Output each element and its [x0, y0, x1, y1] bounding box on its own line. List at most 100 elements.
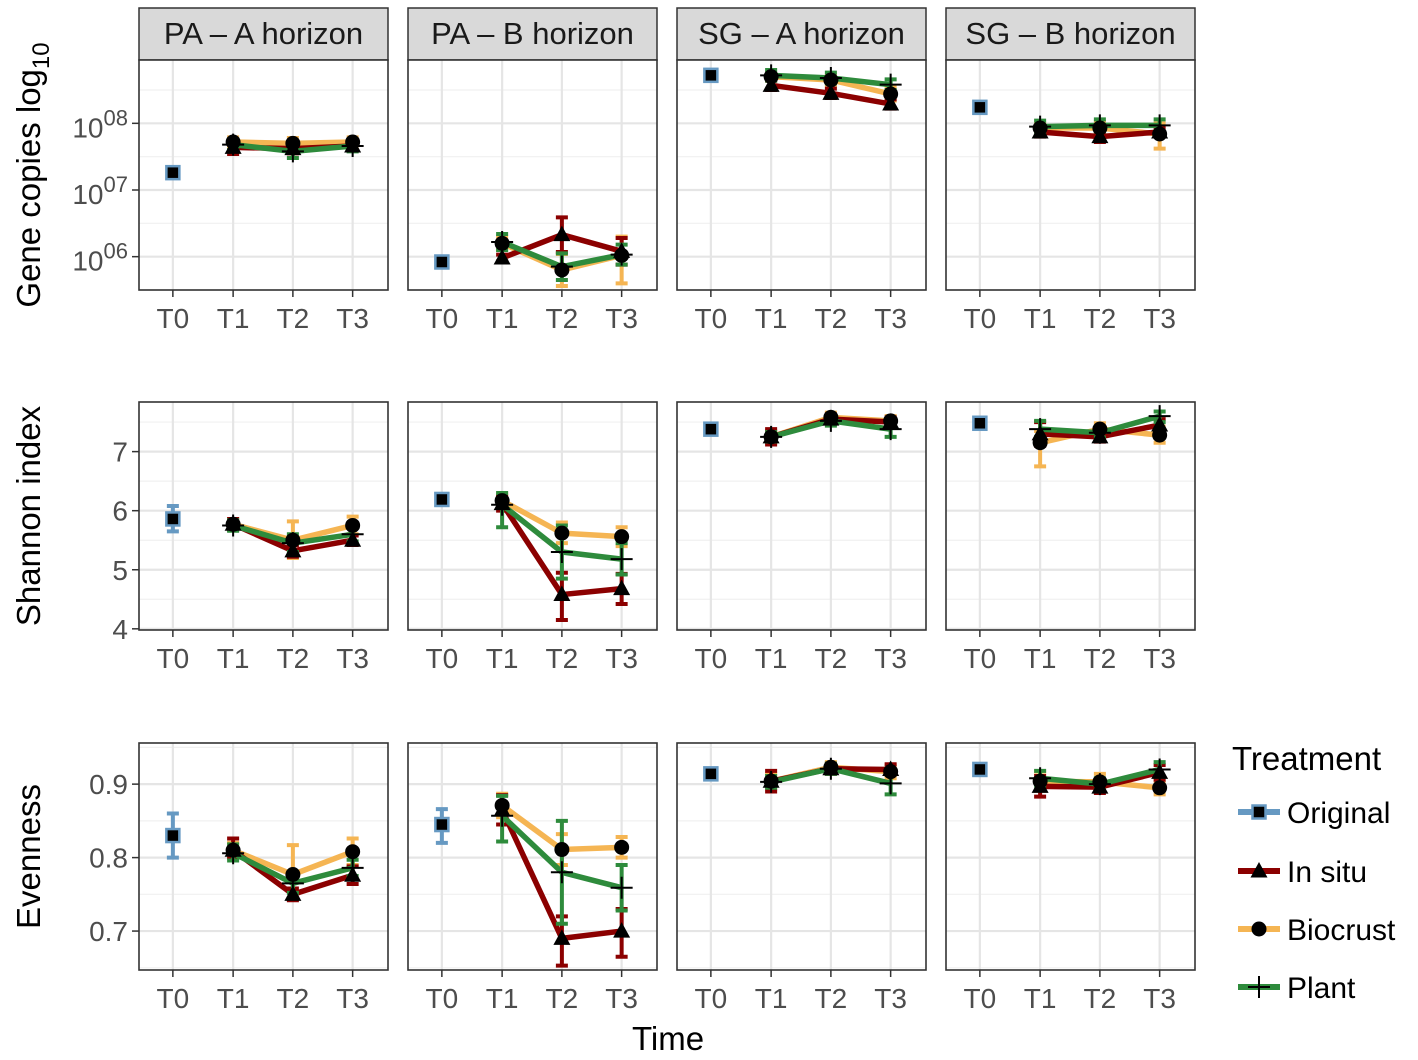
x-tick-label: T3	[605, 983, 638, 1014]
panel-border	[138, 742, 389, 971]
panel-border	[945, 742, 1196, 971]
x-tick-label: T3	[336, 983, 369, 1014]
legend-swatch-marker	[1251, 804, 1267, 820]
x-tick-label: T1	[486, 643, 519, 674]
data-point	[1152, 780, 1168, 796]
markers-original	[972, 415, 988, 432]
data-point	[610, 548, 633, 571]
x-tick-label: T3	[336, 303, 369, 334]
data-point	[879, 418, 902, 441]
x-tick-label: T1	[486, 303, 519, 334]
strip-background	[676, 7, 927, 61]
strip-label: SG – A horizon	[698, 16, 905, 51]
y-tick-base: 10	[72, 246, 103, 277]
panel-shannon-index-sg-a-horizon: T0 T1 T2 T3	[676, 401, 927, 674]
x-tick-label: T2	[277, 643, 310, 674]
data-point	[550, 255, 573, 278]
strip-background	[138, 7, 389, 61]
markers-original	[434, 491, 450, 508]
x-tick-label: T0	[964, 303, 997, 334]
panel-evenness-sg-a-horizon: T0 T1 T2 T3	[676, 742, 927, 1014]
data-point	[281, 532, 304, 555]
y-axis-title-main: Evenness	[10, 784, 47, 929]
x-tick-label: T3	[874, 983, 907, 1014]
panel-border	[407, 742, 658, 971]
data-point	[610, 876, 633, 899]
y-tick-label: 5	[112, 555, 128, 586]
strip-background	[407, 7, 658, 61]
x-tick-label: T1	[755, 983, 788, 1014]
x-tick-label: T2	[815, 643, 848, 674]
y-tick-label: 4	[112, 614, 128, 645]
legend-swatch-marker	[1248, 976, 1270, 998]
data-point	[819, 67, 842, 89]
y-tick-label: 1007	[72, 172, 128, 210]
panel-gene-copies-log-sg-b-horizon: T0 T1 T2 T3	[945, 59, 1196, 334]
markers-plant	[491, 493, 633, 571]
panel-border	[676, 742, 927, 971]
panel-background	[946, 402, 1195, 630]
data-point	[613, 579, 631, 596]
x-tick-label: T0	[964, 983, 997, 1014]
x-tick-label: T2	[815, 983, 848, 1014]
panel-evenness-pa-a-horizon: T0 T1 T2 T3 0.7 0.8 0.9	[89, 742, 389, 1014]
x-tick-label: T0	[157, 983, 190, 1014]
markers-original	[972, 99, 988, 116]
strip-pa-a-horizon: PA – A horizon	[138, 7, 389, 61]
markers-plant	[760, 64, 902, 96]
panel-border	[945, 401, 1196, 631]
y-axis-titles: Gene copies log10 Shannon index Evenness	[10, 42, 55, 929]
y-axis-title-main: Shannon index	[10, 405, 47, 626]
x-tick-label: T0	[695, 983, 728, 1014]
markers-plant	[760, 409, 902, 448]
data-point	[614, 839, 630, 855]
x-tick-label: T2	[277, 983, 310, 1014]
y-tick-label: 0.8	[89, 843, 128, 874]
markers-original	[165, 511, 181, 527]
x-tick-label: T0	[695, 643, 728, 674]
data-point	[760, 425, 783, 448]
panel-border	[138, 59, 389, 291]
legend-item-original: Original	[1238, 797, 1390, 830]
panel-border	[676, 401, 927, 631]
data-point	[972, 99, 988, 116]
data-point	[879, 772, 902, 795]
y-tick-label: 0.7	[89, 916, 128, 947]
panel-border	[138, 401, 389, 631]
data-point	[554, 842, 570, 858]
data-point	[491, 231, 514, 253]
x-tick-label: T3	[605, 303, 638, 334]
data-point	[1148, 758, 1171, 781]
data-point	[610, 243, 633, 266]
markers-original	[703, 421, 719, 437]
data-point	[1148, 114, 1171, 137]
legend-label: Original	[1287, 797, 1390, 830]
data-point	[613, 922, 631, 938]
x-tick-label: T2	[277, 303, 310, 334]
x-tick-label: T0	[695, 303, 728, 334]
data-point	[1088, 773, 1111, 796]
legend-swatch-marker	[1251, 921, 1267, 937]
x-tick-label: T3	[1143, 303, 1176, 334]
x-tick-label: T0	[157, 303, 190, 334]
data-point	[760, 64, 783, 87]
x-axis-title: Time	[632, 1020, 704, 1057]
data-point	[341, 523, 364, 546]
markers-plant	[1029, 405, 1171, 444]
markers-plant	[1029, 114, 1171, 138]
data-point	[819, 409, 842, 432]
x-tick-label: T1	[1024, 983, 1057, 1014]
legend-item-plant: Plant	[1238, 972, 1356, 1005]
data-point	[972, 415, 988, 432]
strip-label: PA – A horizon	[164, 16, 363, 51]
x-tick-label: T3	[874, 303, 907, 334]
markers-plant	[222, 133, 364, 163]
data-point	[281, 872, 304, 895]
data-point	[493, 249, 511, 265]
strip-label: SG – B horizon	[965, 16, 1175, 51]
strip-sg-b-horizon: SG – B horizon	[945, 7, 1196, 61]
x-tick-label: T3	[605, 643, 638, 674]
data-point	[972, 761, 988, 778]
data-point	[491, 493, 514, 516]
